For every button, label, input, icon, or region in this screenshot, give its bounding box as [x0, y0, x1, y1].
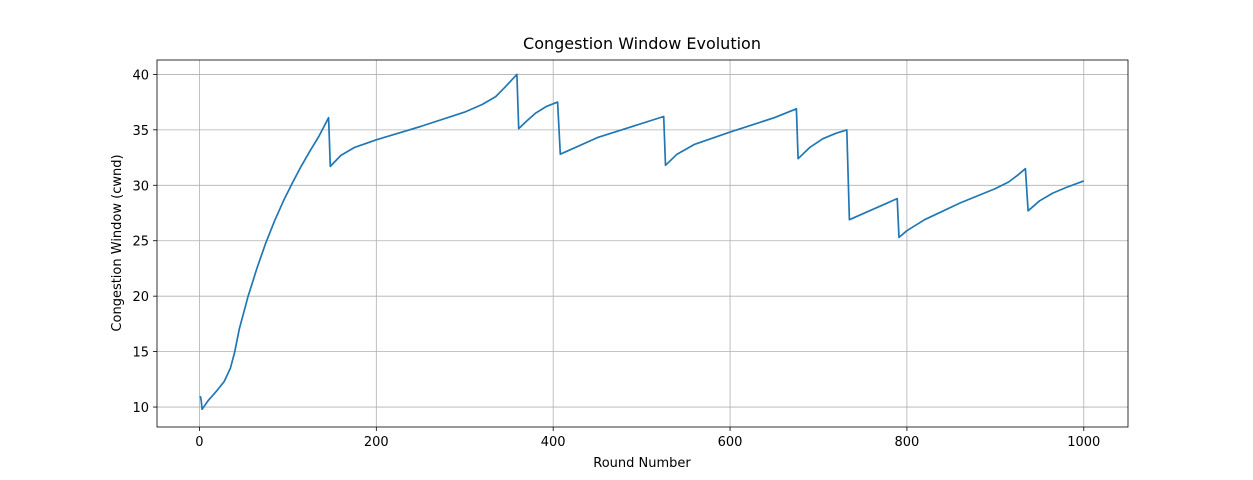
x-tick-label: 200: [364, 435, 389, 450]
grid-lines: [157, 60, 1128, 427]
series-layer: [199, 73, 1085, 411]
x-tick-label: 400: [541, 435, 566, 450]
y-tick-label: 30: [132, 179, 149, 194]
y-axis-label: Congestion Window (cwnd): [110, 154, 125, 331]
y-tick-label: 25: [132, 235, 149, 250]
x-tick-label: 0: [195, 435, 203, 450]
plot-area-frame: [156, 59, 1129, 428]
y-tick-label: 35: [132, 124, 149, 139]
x-axis-label: Round Number: [593, 456, 691, 471]
y-tick-label: 20: [132, 290, 149, 305]
x-tick-label: 600: [718, 435, 743, 450]
axis-ticks: 0 200 400 600 800 1000 10 15 20 25 30 35 40: [132, 68, 1100, 450]
chart-title: Congestion Window Evolution: [523, 34, 761, 53]
x-tick-label: 1000: [1067, 435, 1100, 450]
y-tick-label: 40: [132, 68, 149, 83]
y-tick-label: 15: [132, 346, 149, 361]
y-tick-label: 10: [132, 401, 149, 416]
x-tick-label: 800: [895, 435, 920, 450]
cwnd-series-line: [199, 73, 1085, 411]
